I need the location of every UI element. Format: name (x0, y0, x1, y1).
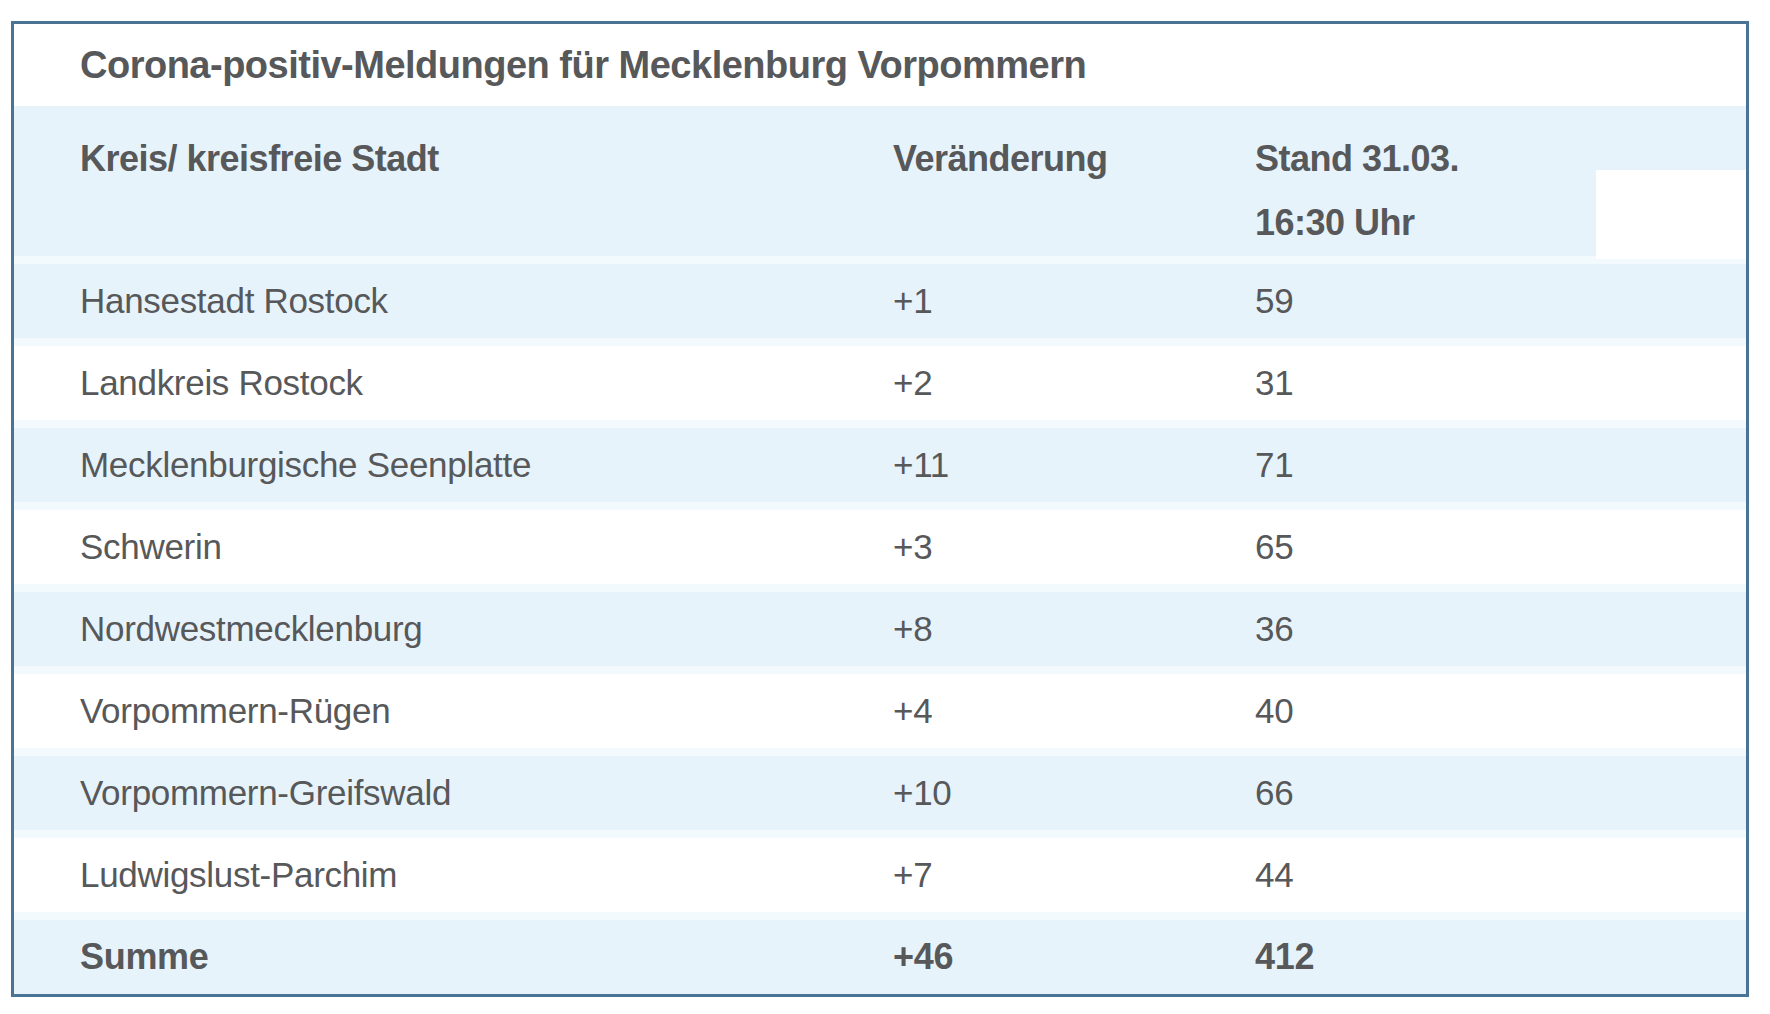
count-cell: 31 (1255, 363, 1746, 403)
table-row: Nordwestmecklenburg +8 36 (14, 592, 1746, 666)
row-separator (14, 912, 1746, 920)
change-cell: +2 (893, 363, 1255, 403)
district-cell: Mecklenburgische Seenplatte (14, 445, 893, 485)
count-cell: 40 (1255, 691, 1746, 731)
row-separator (14, 502, 1746, 510)
header-change: Veränderung (893, 106, 1255, 191)
count-cell: 44 (1255, 855, 1746, 895)
count-cell: 65 (1255, 527, 1746, 567)
row-separator (14, 256, 1746, 264)
table-row: Hansestadt Rostock +1 59 (14, 264, 1746, 338)
district-cell: Landkreis Rostock (14, 363, 893, 403)
change-cell: +1 (893, 281, 1255, 321)
table-row: Ludwigslust-Parchim +7 44 (14, 838, 1746, 912)
table-title-row: Corona-positiv-Meldungen für Mecklenburg… (14, 24, 1746, 106)
row-separator (14, 666, 1746, 674)
district-cell: Vorpommern-Rügen (14, 691, 893, 731)
table-row: Vorpommern-Rügen +4 40 (14, 674, 1746, 748)
district-cell: Schwerin (14, 527, 893, 567)
table-title: Corona-positiv-Meldungen für Mecklenburg… (80, 44, 1086, 87)
change-cell: +3 (893, 527, 1255, 567)
count-cell: 59 (1255, 281, 1746, 321)
total-change: +46 (893, 936, 1255, 978)
change-cell: +4 (893, 691, 1255, 731)
corona-table-card: Corona-positiv-Meldungen für Mecklenburg… (11, 21, 1749, 997)
row-separator (14, 420, 1746, 428)
header-district: Kreis/ kreisfreie Stadt (14, 106, 893, 191)
change-cell: +10 (893, 773, 1255, 813)
total-label: Summe (14, 936, 893, 978)
change-cell: +7 (893, 855, 1255, 895)
district-cell: Ludwigslust-Parchim (14, 855, 893, 895)
total-count: 412 (1255, 936, 1746, 978)
row-separator (14, 338, 1746, 346)
table-row: Vorpommern-Greifswald +10 66 (14, 756, 1746, 830)
row-separator (14, 584, 1746, 592)
table-header-row: Kreis/ kreisfreie Stadt Veränderung Stan… (14, 106, 1746, 256)
row-separator (14, 830, 1746, 838)
count-cell: 66 (1255, 773, 1746, 813)
change-cell: +8 (893, 609, 1255, 649)
table-row: Landkreis Rostock +2 31 (14, 346, 1746, 420)
table-total-row: Summe +46 412 (14, 920, 1746, 994)
header-empty-cell (1596, 170, 1746, 259)
table-row: Mecklenburgische Seenplatte +11 71 (14, 428, 1746, 502)
row-separator (14, 748, 1746, 756)
district-cell: Vorpommern-Greifswald (14, 773, 893, 813)
district-cell: Nordwestmecklenburg (14, 609, 893, 649)
count-cell: 36 (1255, 609, 1746, 649)
count-cell: 71 (1255, 445, 1746, 485)
table-row: Schwerin +3 65 (14, 510, 1746, 584)
change-cell: +11 (893, 445, 1255, 485)
district-cell: Hansestadt Rostock (14, 281, 893, 321)
